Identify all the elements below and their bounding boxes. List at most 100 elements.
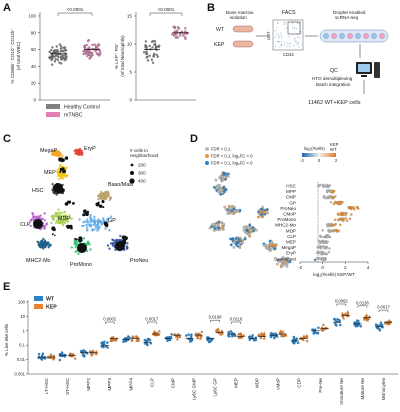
e-wt-point xyxy=(269,335,273,339)
panel-b: Bone marrow isolation WT KEP FACS cKIT C… xyxy=(214,10,389,106)
a-left-points xyxy=(48,39,102,66)
a-point xyxy=(184,37,187,40)
e-kep-point xyxy=(242,333,246,337)
b-bm-isolation-1: Bone marrow xyxy=(226,10,254,15)
e-wt-point xyxy=(164,336,168,340)
c-cell xyxy=(80,149,83,152)
d-swarm-point xyxy=(322,184,325,187)
d-neighborhood xyxy=(270,241,274,244)
c-cell xyxy=(104,194,108,198)
e-kep-point xyxy=(175,334,179,337)
d-neighborhood xyxy=(224,208,228,211)
c-cell xyxy=(59,164,62,168)
d-neighborhood xyxy=(235,210,239,213)
d-swarm-point xyxy=(336,212,340,215)
d-x-ticks: -2 0 2 4 xyxy=(298,262,370,270)
d-swarm-point xyxy=(319,257,322,260)
d-neighborhood xyxy=(229,207,232,211)
d-swarm-point xyxy=(318,245,321,248)
c-legend-200: 200 xyxy=(138,163,146,168)
c-anchor xyxy=(33,219,43,229)
c-cell xyxy=(109,215,113,218)
facs-dot xyxy=(293,45,295,47)
d-swarm-point xyxy=(317,185,320,188)
e-kep-point xyxy=(200,329,204,333)
d-neighborhood xyxy=(269,246,273,250)
e-y-tick-label: 0.01 xyxy=(17,357,26,362)
e-kep-point xyxy=(134,334,138,338)
a-point xyxy=(63,56,66,59)
d-neighborhood xyxy=(221,227,225,231)
d-swarm-point xyxy=(344,217,347,220)
c-neighborhood xyxy=(65,225,68,228)
d-neighborhood xyxy=(217,185,221,188)
b-qc-label: QC xyxy=(330,68,338,74)
e-wt-point xyxy=(353,321,356,324)
e-pvalue: 0.0017 xyxy=(145,316,158,321)
e-ylabel: % Live BM cells xyxy=(4,323,9,356)
c-cell xyxy=(33,215,36,218)
facs-dot xyxy=(295,40,297,42)
c-label-hsc: HSC xyxy=(32,188,43,194)
d-cat-clp: CLP xyxy=(287,234,296,239)
c-label-mep: MEP xyxy=(44,170,56,176)
d-swarm-point xyxy=(341,201,344,204)
a-point xyxy=(58,61,61,64)
a-left-tick-label: 40 xyxy=(31,64,37,69)
facs-dot xyxy=(284,41,286,43)
e-wt-point xyxy=(103,340,106,344)
c-cell xyxy=(73,239,77,242)
c-cell xyxy=(85,223,88,227)
e-wt-point xyxy=(379,321,383,325)
b-wt-label: WT xyxy=(216,27,225,33)
d-neighborhood xyxy=(242,228,246,232)
e-wt-point xyxy=(252,339,256,342)
e-cat-mpp2: MPP2 xyxy=(86,378,91,391)
d-colorbar-title: log₂(#cells) xyxy=(304,146,325,151)
d-swarm-point xyxy=(336,230,339,233)
e-kep-point xyxy=(259,336,263,339)
c-cell xyxy=(43,219,46,222)
e-kep-point xyxy=(321,327,325,331)
a-point xyxy=(59,47,63,50)
d-neighborhood xyxy=(270,243,274,247)
e-kep-point xyxy=(176,337,179,341)
c-anchor xyxy=(53,183,63,193)
d-neighborhood xyxy=(286,261,290,265)
c-cell xyxy=(61,219,65,223)
d-swarm-point xyxy=(317,251,321,254)
c-cell xyxy=(44,245,47,248)
c-cell xyxy=(74,246,77,249)
c-cell xyxy=(75,149,79,153)
a-right-tick-label: 10 xyxy=(127,42,133,47)
d-swarm-point xyxy=(324,252,327,255)
e-kep-point xyxy=(90,352,94,355)
e-kep-point xyxy=(281,329,285,333)
d-cat-hsc: HSC xyxy=(286,184,296,189)
d-neighborhood xyxy=(231,237,235,240)
d-legend-orange: FDR < 0.1, log₂FC > 0 xyxy=(211,154,253,159)
droplet-dots xyxy=(323,33,385,39)
facs-dot xyxy=(296,44,298,46)
e-cat-sthsc: ST-HSC xyxy=(65,377,70,395)
b-kep-label: KEP xyxy=(214,42,225,48)
e-cat-mpp4: MPP4 xyxy=(128,378,133,391)
e-pvalue: 0.0199 xyxy=(209,315,222,320)
a-point xyxy=(172,34,176,37)
e-kep-point xyxy=(302,334,306,338)
e-wt-point xyxy=(271,332,275,336)
c-cell xyxy=(51,217,54,220)
e-y-ticks: 0.001 0.01 0.1 1 10 100 xyxy=(15,300,28,377)
d-swarm-point xyxy=(326,195,329,199)
c-cell xyxy=(73,149,76,152)
c-cell xyxy=(100,195,103,198)
c-cell xyxy=(52,152,55,156)
e-kep-point xyxy=(346,310,350,314)
e-cat-cmop: cMoP xyxy=(276,378,281,390)
facs-dot xyxy=(281,36,283,38)
e-kep-point xyxy=(196,336,200,340)
e-wt-point xyxy=(229,330,233,333)
c-cell xyxy=(95,225,98,228)
c-cell xyxy=(54,221,58,224)
